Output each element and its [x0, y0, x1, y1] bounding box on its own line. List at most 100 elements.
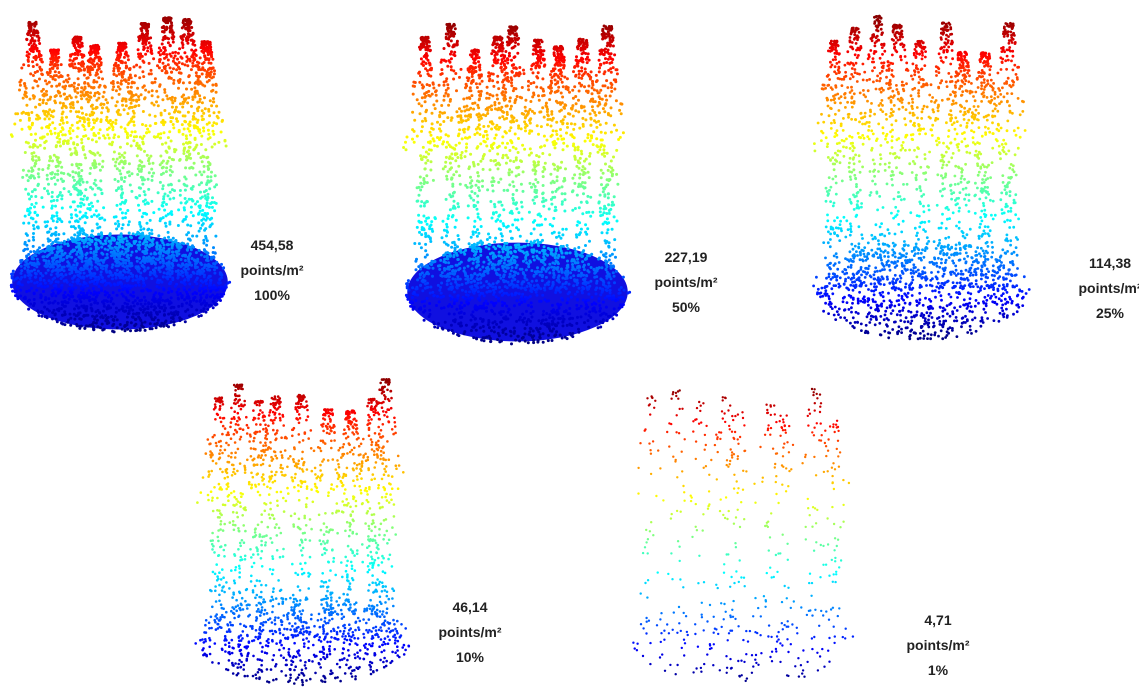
point: [181, 123, 184, 126]
point: [159, 250, 162, 253]
point: [180, 201, 183, 204]
point: [106, 300, 109, 303]
point: [29, 72, 32, 75]
point: [420, 233, 423, 236]
point: [124, 216, 127, 219]
point: [209, 275, 212, 278]
point: [72, 280, 75, 283]
point: [77, 83, 80, 86]
point: [416, 278, 419, 281]
point: [583, 187, 586, 190]
point: [167, 18, 170, 21]
point: [86, 66, 89, 69]
point: [186, 101, 189, 104]
point: [92, 235, 95, 238]
point: [195, 309, 198, 312]
point: [206, 175, 209, 178]
point: [36, 30, 39, 33]
point: [118, 244, 121, 247]
point: [24, 274, 27, 277]
point: [209, 175, 212, 178]
point: [143, 296, 146, 299]
point: [72, 129, 75, 132]
point: [69, 317, 72, 320]
point: [136, 232, 139, 235]
point: [127, 82, 130, 85]
point: [89, 243, 92, 246]
point: [557, 138, 560, 141]
point: [116, 81, 119, 84]
point: [179, 194, 182, 197]
point: [168, 266, 171, 269]
point: [51, 121, 54, 124]
point: [80, 97, 83, 100]
point: [201, 288, 204, 291]
point: [112, 80, 115, 83]
point: [114, 104, 117, 107]
point: [209, 202, 212, 205]
point: [51, 160, 54, 163]
point: [165, 214, 168, 217]
point: [43, 187, 46, 190]
point: [105, 116, 108, 119]
point: [115, 51, 118, 54]
point: [151, 298, 154, 301]
point: [470, 281, 473, 284]
point: [86, 197, 89, 200]
point: [33, 42, 36, 45]
point: [84, 188, 87, 191]
point: [157, 104, 160, 107]
point: [95, 310, 98, 313]
point: [212, 256, 215, 259]
point: [33, 268, 36, 271]
point: [158, 47, 161, 50]
point: [123, 56, 126, 59]
point: [61, 266, 64, 269]
point: [36, 63, 39, 66]
point: [141, 70, 144, 73]
point: [80, 257, 83, 260]
point: [214, 262, 217, 265]
point: [115, 277, 118, 280]
point: [173, 323, 176, 326]
point: [171, 170, 174, 173]
point: [56, 199, 59, 202]
point: [556, 179, 559, 182]
point: [423, 205, 426, 208]
point: [55, 238, 58, 241]
point: [181, 46, 184, 49]
point: [615, 99, 618, 102]
point: [215, 289, 218, 292]
point: [93, 86, 96, 89]
point: [186, 249, 189, 252]
point: [28, 299, 31, 302]
point: [77, 127, 80, 130]
point: [114, 315, 117, 318]
point: [492, 282, 495, 285]
point: [198, 94, 201, 97]
point: [42, 99, 45, 102]
point: [187, 149, 190, 152]
point: [224, 284, 227, 287]
point: [119, 172, 122, 175]
point: [178, 243, 181, 246]
point: [542, 192, 545, 195]
point: [186, 308, 189, 311]
point: [203, 165, 206, 168]
point: [149, 124, 152, 127]
point: [465, 105, 468, 108]
point: [180, 281, 183, 284]
point: [538, 99, 541, 102]
point: [447, 170, 450, 173]
point: [168, 223, 171, 226]
point: [80, 141, 83, 144]
point: [186, 42, 189, 45]
point: [34, 155, 37, 158]
point: [77, 67, 80, 70]
point: [89, 281, 92, 284]
point: [172, 38, 175, 41]
point: [178, 129, 181, 132]
point: [105, 271, 108, 274]
point: [101, 106, 104, 109]
point: [54, 234, 57, 237]
